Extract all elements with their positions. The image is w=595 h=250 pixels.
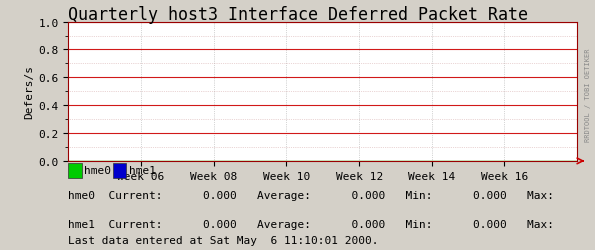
Text: Quarterly host3 Interface Deferred Packet Rate: Quarterly host3 Interface Deferred Packe… (67, 6, 528, 24)
Text: hme1  Current:      0.000   Average:      0.000   Min:      0.000   Max:      0.: hme1 Current: 0.000 Average: 0.000 Min: … (68, 219, 595, 229)
Y-axis label: Defers/s: Defers/s (24, 65, 35, 119)
Text: Last data entered at Sat May  6 11:10:01 2000.: Last data entered at Sat May 6 11:10:01 … (68, 235, 379, 245)
Text: hme1: hme1 (129, 165, 156, 175)
Text: hme0  Current:      0.000   Average:      0.000   Min:      0.000   Max:      0.: hme0 Current: 0.000 Average: 0.000 Min: … (68, 190, 595, 200)
Text: hme0: hme0 (84, 165, 111, 175)
Text: RRDTOOL / TOBI OETIKER: RRDTOOL / TOBI OETIKER (585, 48, 591, 142)
